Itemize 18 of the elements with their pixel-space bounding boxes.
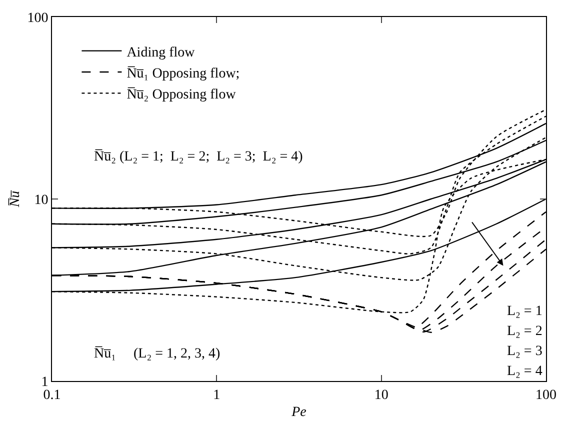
y-tick-label: 100 bbox=[27, 10, 48, 26]
x-tick-label: 1 bbox=[213, 388, 220, 403]
annotation: L₂ = 4 bbox=[507, 364, 542, 379]
x-tick-label: 100 bbox=[536, 388, 556, 403]
y-axis-title: N̅u̅ bbox=[8, 190, 23, 208]
annotation: N̅u̅₂ (L₂ = 1; L₂ = 2; L₂ = 3; L₂ = 4) bbox=[94, 149, 304, 164]
legend-label: N̅u̅₁ Opposing flow; bbox=[126, 66, 240, 82]
legend-label: N̅u̅₂ Opposing flow bbox=[126, 87, 237, 103]
annotation: L₂ = 3 bbox=[507, 344, 542, 359]
x-axis-title: Pe bbox=[290, 405, 306, 420]
x-tick-label: 0.1 bbox=[43, 388, 61, 403]
legend-label: Aiding flow bbox=[126, 45, 196, 60]
annotation: L₂ = 2 bbox=[507, 324, 542, 339]
y-tick-label: 1 bbox=[41, 374, 48, 390]
y-tick-label: 10 bbox=[34, 192, 48, 208]
annotation: L₂ = 1 bbox=[507, 304, 542, 319]
x-tick-label: 10 bbox=[374, 388, 388, 403]
annotation: N̅u̅₁ (L₂ = 1, 2, 3, 4) bbox=[94, 346, 220, 362]
